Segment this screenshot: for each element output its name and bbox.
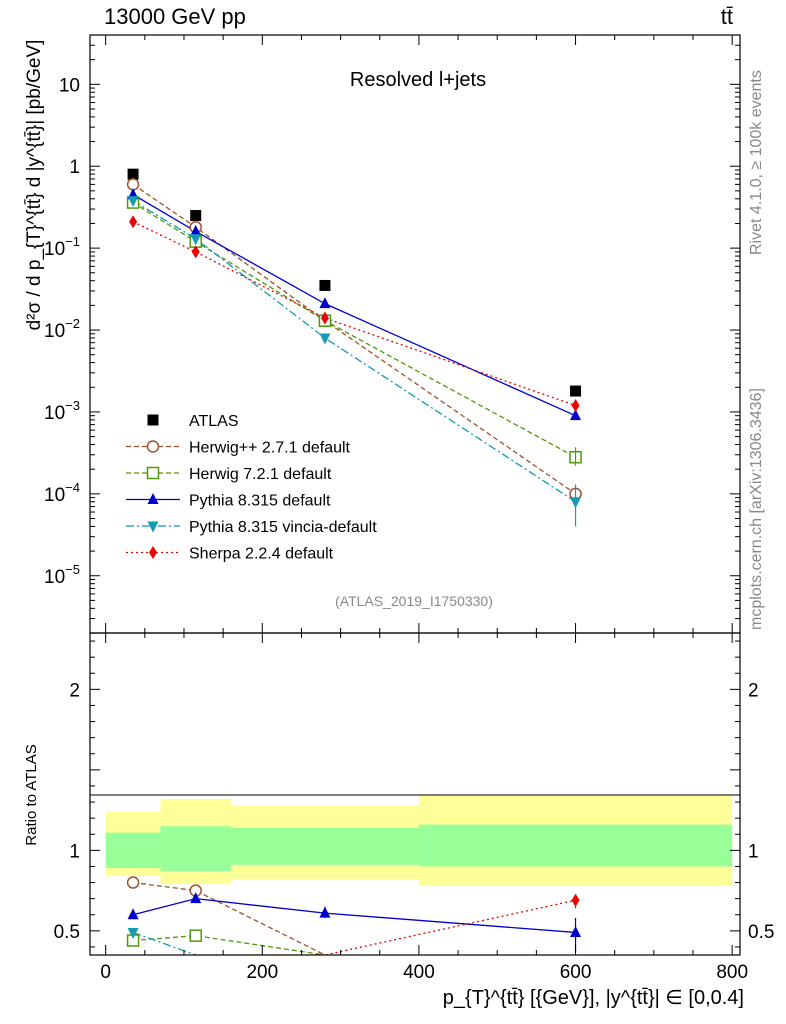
ratio-data-point [127,927,139,939]
main-data-point [571,398,580,412]
main-series-line [132,221,576,407]
ratio-stat-band [418,824,733,867]
ratio-x-tick-label: 200 [246,962,278,983]
main-data-point [129,215,138,229]
legend-marker [147,521,159,533]
ratio-x-tick-label: 400 [403,962,435,983]
legend-label: Herwig++ 2.7.1 default [189,440,351,457]
ratio-stat-band [230,827,419,865]
ratio-x-axis: 0 200 400 600 800 [100,633,748,983]
main-y-tick-label: 1 [69,157,80,178]
main-series-lines [132,183,576,503]
ratio-plot-frame [89,632,741,956]
main-y-tick-label: 10−1 [44,234,80,260]
ratio-y-tick-label: 1 [69,841,80,862]
main-series-line [132,183,576,495]
main-data-point [190,210,202,222]
ratio-panel: 0.5 0.51 12 2 0 200 400 600 800 Ratio to ATLAS … [23,632,774,1009]
header-left: 13000 GeV pp [104,4,246,29]
ratio-series-markers [126,876,582,952]
main-y-tick-label: 10−4 [44,480,80,506]
ratio-series-lines [132,881,576,955]
ratio-data-point [189,929,202,942]
main-data-point [319,297,331,309]
mcplots-label: mcplots.cern.ch [arXiv:1306.3436] [748,388,765,630]
legend-label: Pythia 8.315 vincia-default [189,519,377,536]
legend-label: Herwig 7.2.1 default [189,466,332,483]
main-y-axis-label: d²σ / d p_{T}^{tt̄} d |y^{tt̄}| [pb/GeV] [24,40,45,331]
main-y-axis: 10−5 10−4 10−3 10−2 10−1 1 10 [44,34,740,634]
main-data-point [127,196,139,208]
main-series-line [132,194,576,417]
legend-marker [149,546,157,559]
ratio-y-tick-label: 0.5 [54,922,80,943]
ratio-uncertainty-bands [105,795,733,886]
legend-marker [146,440,160,453]
ratio-stat-band [160,826,231,872]
legend-label: Pythia 8.315 default [189,493,331,510]
main-data-point [190,234,202,246]
ratio-y-tick-label: 2 [69,680,80,701]
ratio-stat-band [105,832,161,869]
main-plot-frame [89,34,741,634]
main-data-point [191,245,200,259]
main-data-point [320,311,329,325]
ratio-data-point [190,892,202,904]
legend: ATLAS Herwig++ 2.7.1 default Herwig 7.2.1 … [126,413,377,563]
rivet-label: Rivet 4.1.0, ≥ 100k events [748,70,765,255]
main-data-point [570,385,582,397]
main-data-point [190,224,202,236]
ratio-series-line [132,881,326,955]
ratio-data-point [127,908,139,920]
legend-label: ATLAS [189,413,239,430]
legend-marker [147,414,159,426]
ratio-data-point [126,876,140,889]
main-series-line [132,200,576,503]
main-series-markers [126,168,582,527]
ratio-y-tick-label-right: 1 [748,841,759,862]
ratio-series-line [133,935,326,955]
ratio-y-tick-label-right: 2 [748,680,759,701]
main-data-point [319,279,331,291]
legend-marker [147,493,159,504]
ratio-series-line [195,899,576,955]
ratio-x-tick-label: 800 [716,962,748,983]
analysis-watermark: (ATLAS_2019_I1750330) [335,593,493,609]
ratio-series-line [132,931,196,955]
main-y-tick-label: 10 [59,75,80,96]
main-title: Resolved l+jets [350,69,486,91]
header-right: tt̄ [721,4,733,29]
main-y-tick-label: 10−2 [44,316,80,342]
ratio-x-tick-label: 0 [100,962,111,983]
ratio-x-tick-label: 600 [560,962,592,983]
ratio-y-axis: 0.5 0.5 1 1 2 2 [54,640,774,948]
ratio-y-axis-label: Ratio to ATLAS [23,744,40,845]
ratio-y-tick-label-right: 0.5 [748,922,774,943]
main-data-point [319,333,331,345]
legend-marker [146,466,160,480]
main-data-point [570,409,582,421]
legend-label: Sherpa 2.2.4 default [189,546,334,563]
main-y-tick-label: 10−3 [44,398,80,424]
ratio-series-line [132,897,576,934]
main-series-line [132,202,576,458]
x-axis-label: p_{T}^{tt̄} [{GeV}], |y^{tt̄}| ∈ [0,0.4] [443,987,744,1009]
main-y-tick-label: 10−5 [44,562,80,588]
main-data-point [127,168,139,180]
